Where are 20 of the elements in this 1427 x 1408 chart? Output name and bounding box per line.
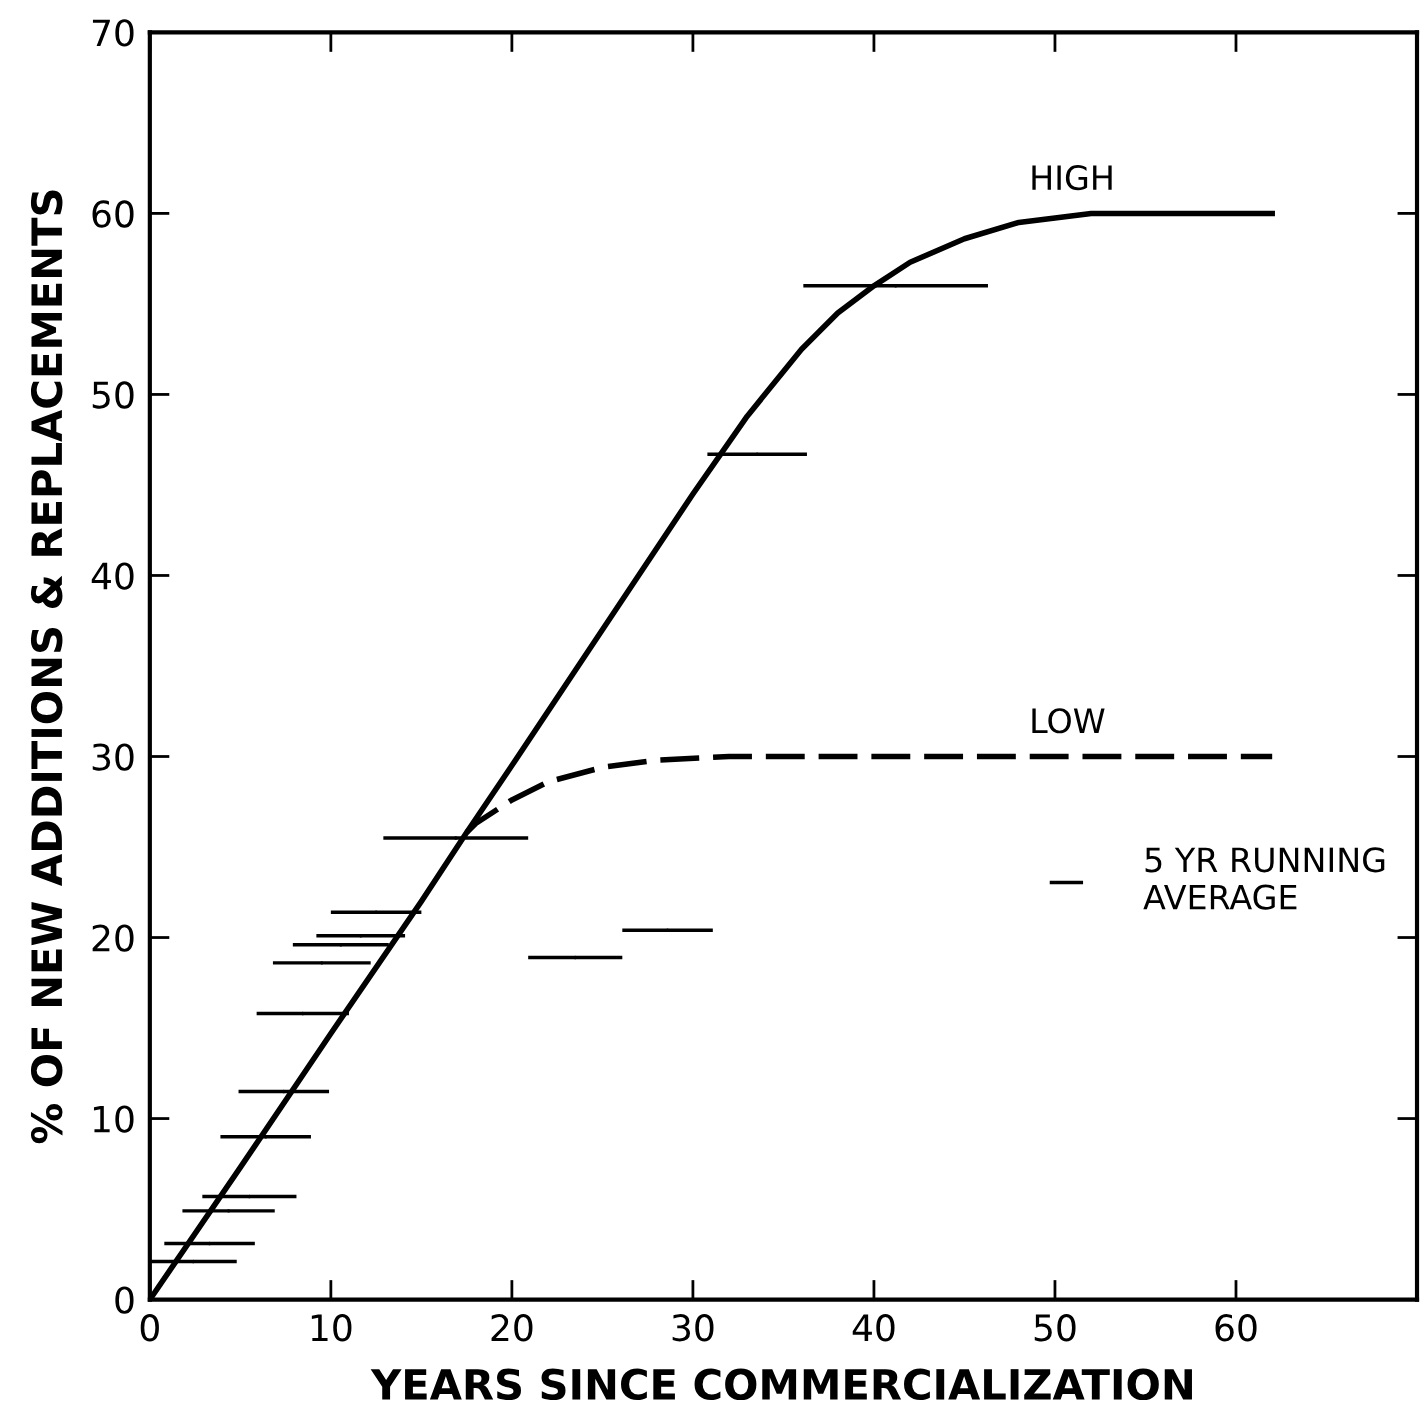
x-tick-label: 60 (1215, 1314, 1257, 1342)
y-tick-label: 70 (92, 19, 134, 47)
legend-label: 5 YR RUNNING AVERAGE (1143, 847, 1385, 910)
y-tick-label: 40 (91, 562, 134, 590)
x-tick-label: 10 (311, 1314, 352, 1342)
y-tick-label: 30 (92, 743, 134, 771)
x-tick-label: 50 (1034, 1314, 1076, 1342)
series-label: LOW (1032, 708, 1105, 734)
series-label: HIGH (1032, 165, 1112, 191)
y-tick-label: 0 (115, 1286, 134, 1314)
x-tick-label: 30 (672, 1314, 714, 1342)
x-axis-title: YEARS SINCE COMMERCIALIZATION (370, 1368, 1192, 1401)
x-tick-label: 20 (491, 1314, 533, 1342)
y-axis-title: % OF NEW ADDITIONS & REPLACEMENTS (30, 190, 63, 1144)
y-tick-label: 50 (92, 381, 134, 409)
y-tick-label: 20 (92, 924, 134, 952)
y-tick-label: 60 (92, 200, 134, 228)
x-tick-label: 40 (852, 1314, 895, 1342)
y-tick-label: 10 (93, 1105, 134, 1133)
x-tick-label: 0 (140, 1314, 159, 1342)
